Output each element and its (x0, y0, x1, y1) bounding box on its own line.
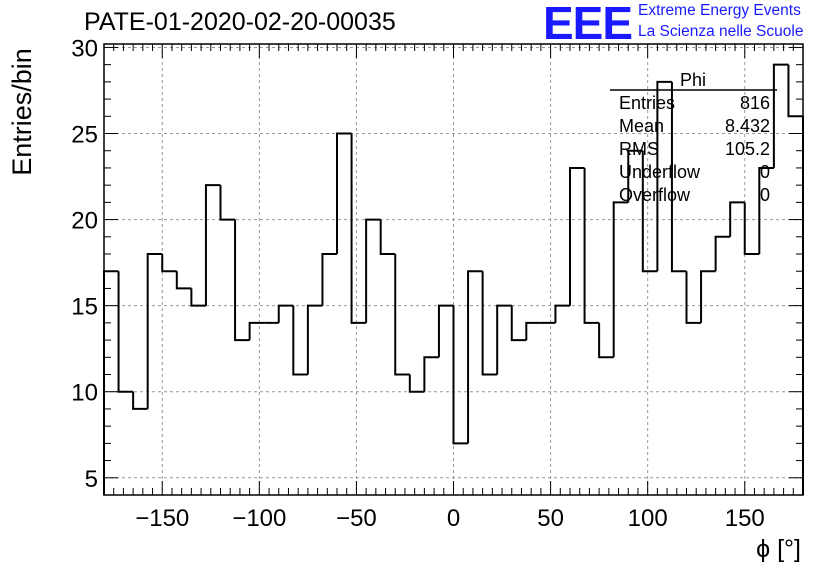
histogram-bin (496, 304, 512, 375)
y-tick-label: 5 (85, 466, 98, 493)
histogram-bin (292, 305, 308, 376)
histogram-bin (219, 185, 236, 221)
x-tick-label: 0 (447, 505, 460, 532)
stats-label: Entries (619, 93, 676, 113)
stats-title: Phi (680, 70, 707, 90)
y-axis-label: Entries/bin (7, 48, 37, 176)
stats-value: 816 (739, 93, 770, 113)
histogram-bin (641, 150, 658, 273)
stats-value: 0 (759, 162, 770, 182)
x-tick-label: 50 (537, 505, 564, 532)
histogram-bin (670, 81, 687, 273)
histogram-bin (772, 63, 789, 168)
y-tick-label: 20 (71, 208, 98, 235)
histogram-bin (336, 132, 352, 255)
histogram-bin (700, 270, 716, 323)
stats-label: Underflow (619, 162, 701, 182)
histogram-bin (175, 271, 192, 290)
x-axis-label: ϕ [°] (756, 535, 801, 563)
stats-value: 0 (759, 185, 770, 205)
histogram-bin (758, 166, 774, 255)
x-tick-label: −100 (232, 505, 286, 532)
axis-tick-labels: −150 −100 −50 0 50 100 150 5 10 15 20 25 30 (71, 35, 764, 532)
histogram-bin (423, 356, 439, 392)
histogram-bin (146, 253, 163, 409)
histogram-bin (161, 254, 177, 273)
stats-value: 105.2 (724, 139, 770, 159)
histogram-bin (394, 254, 410, 376)
histogram-bin (612, 201, 629, 358)
histogram-bin (714, 235, 731, 272)
histogram-bin (321, 253, 337, 306)
histogram-series (103, 63, 804, 495)
histogram-bin (729, 201, 745, 237)
y-tick-label: 30 (71, 35, 98, 62)
histogram-bin (190, 288, 206, 307)
histogram-bin (234, 219, 250, 342)
histogram-bin (743, 202, 760, 256)
plot-frame (103, 43, 804, 496)
histogram-bin (525, 321, 541, 341)
histogram-bin (248, 321, 265, 341)
stats-label: Mean (619, 116, 665, 136)
x-tick-label: −150 (135, 505, 189, 532)
histogram-bin (117, 271, 134, 393)
y-tick-label: 25 (71, 122, 98, 149)
histogram-bin (350, 133, 367, 324)
stats-label: Overflow (619, 185, 691, 205)
histogram-bin (685, 271, 702, 324)
x-tick-label: 100 (628, 505, 668, 532)
histogram-bin (452, 305, 469, 445)
stats-label: RMS (619, 139, 659, 159)
histogram-bin (408, 374, 425, 393)
histogram-bin (787, 64, 803, 118)
x-tick-label: 150 (725, 505, 765, 532)
histogram-bin (204, 184, 221, 306)
histogram-bin (277, 304, 294, 323)
eee-logo: EEE (543, 0, 633, 49)
chart-title: PATE-01-2020-02-20-00035 (84, 8, 396, 36)
histogram-bin (467, 270, 483, 444)
histogram-bin (103, 270, 119, 495)
histogram-bin (132, 391, 148, 410)
histogram-bin (569, 166, 585, 306)
histogram-bin (437, 304, 454, 358)
histogram-bin (365, 218, 381, 323)
histogram-bin (583, 167, 600, 324)
histogram-bin (656, 80, 672, 272)
axis-ticks (104, 44, 803, 495)
x-tick-label: −50 (336, 505, 377, 532)
histogram-bin (306, 304, 323, 375)
logo-line-1: Extreme Energy Events (638, 2, 801, 19)
histogram-bin (379, 219, 396, 256)
histogram-bin (554, 304, 570, 323)
histogram-bin (510, 305, 527, 342)
histogram-bin (627, 149, 643, 203)
y-tick-label: 10 (71, 380, 98, 407)
stats-value: 8.432 (724, 116, 770, 136)
histogram-bin (481, 271, 498, 376)
logo-line-2: La Scienza nelle Scuole (638, 23, 804, 40)
y-tick-label: 15 (71, 294, 98, 321)
histogram-bin (598, 322, 614, 359)
